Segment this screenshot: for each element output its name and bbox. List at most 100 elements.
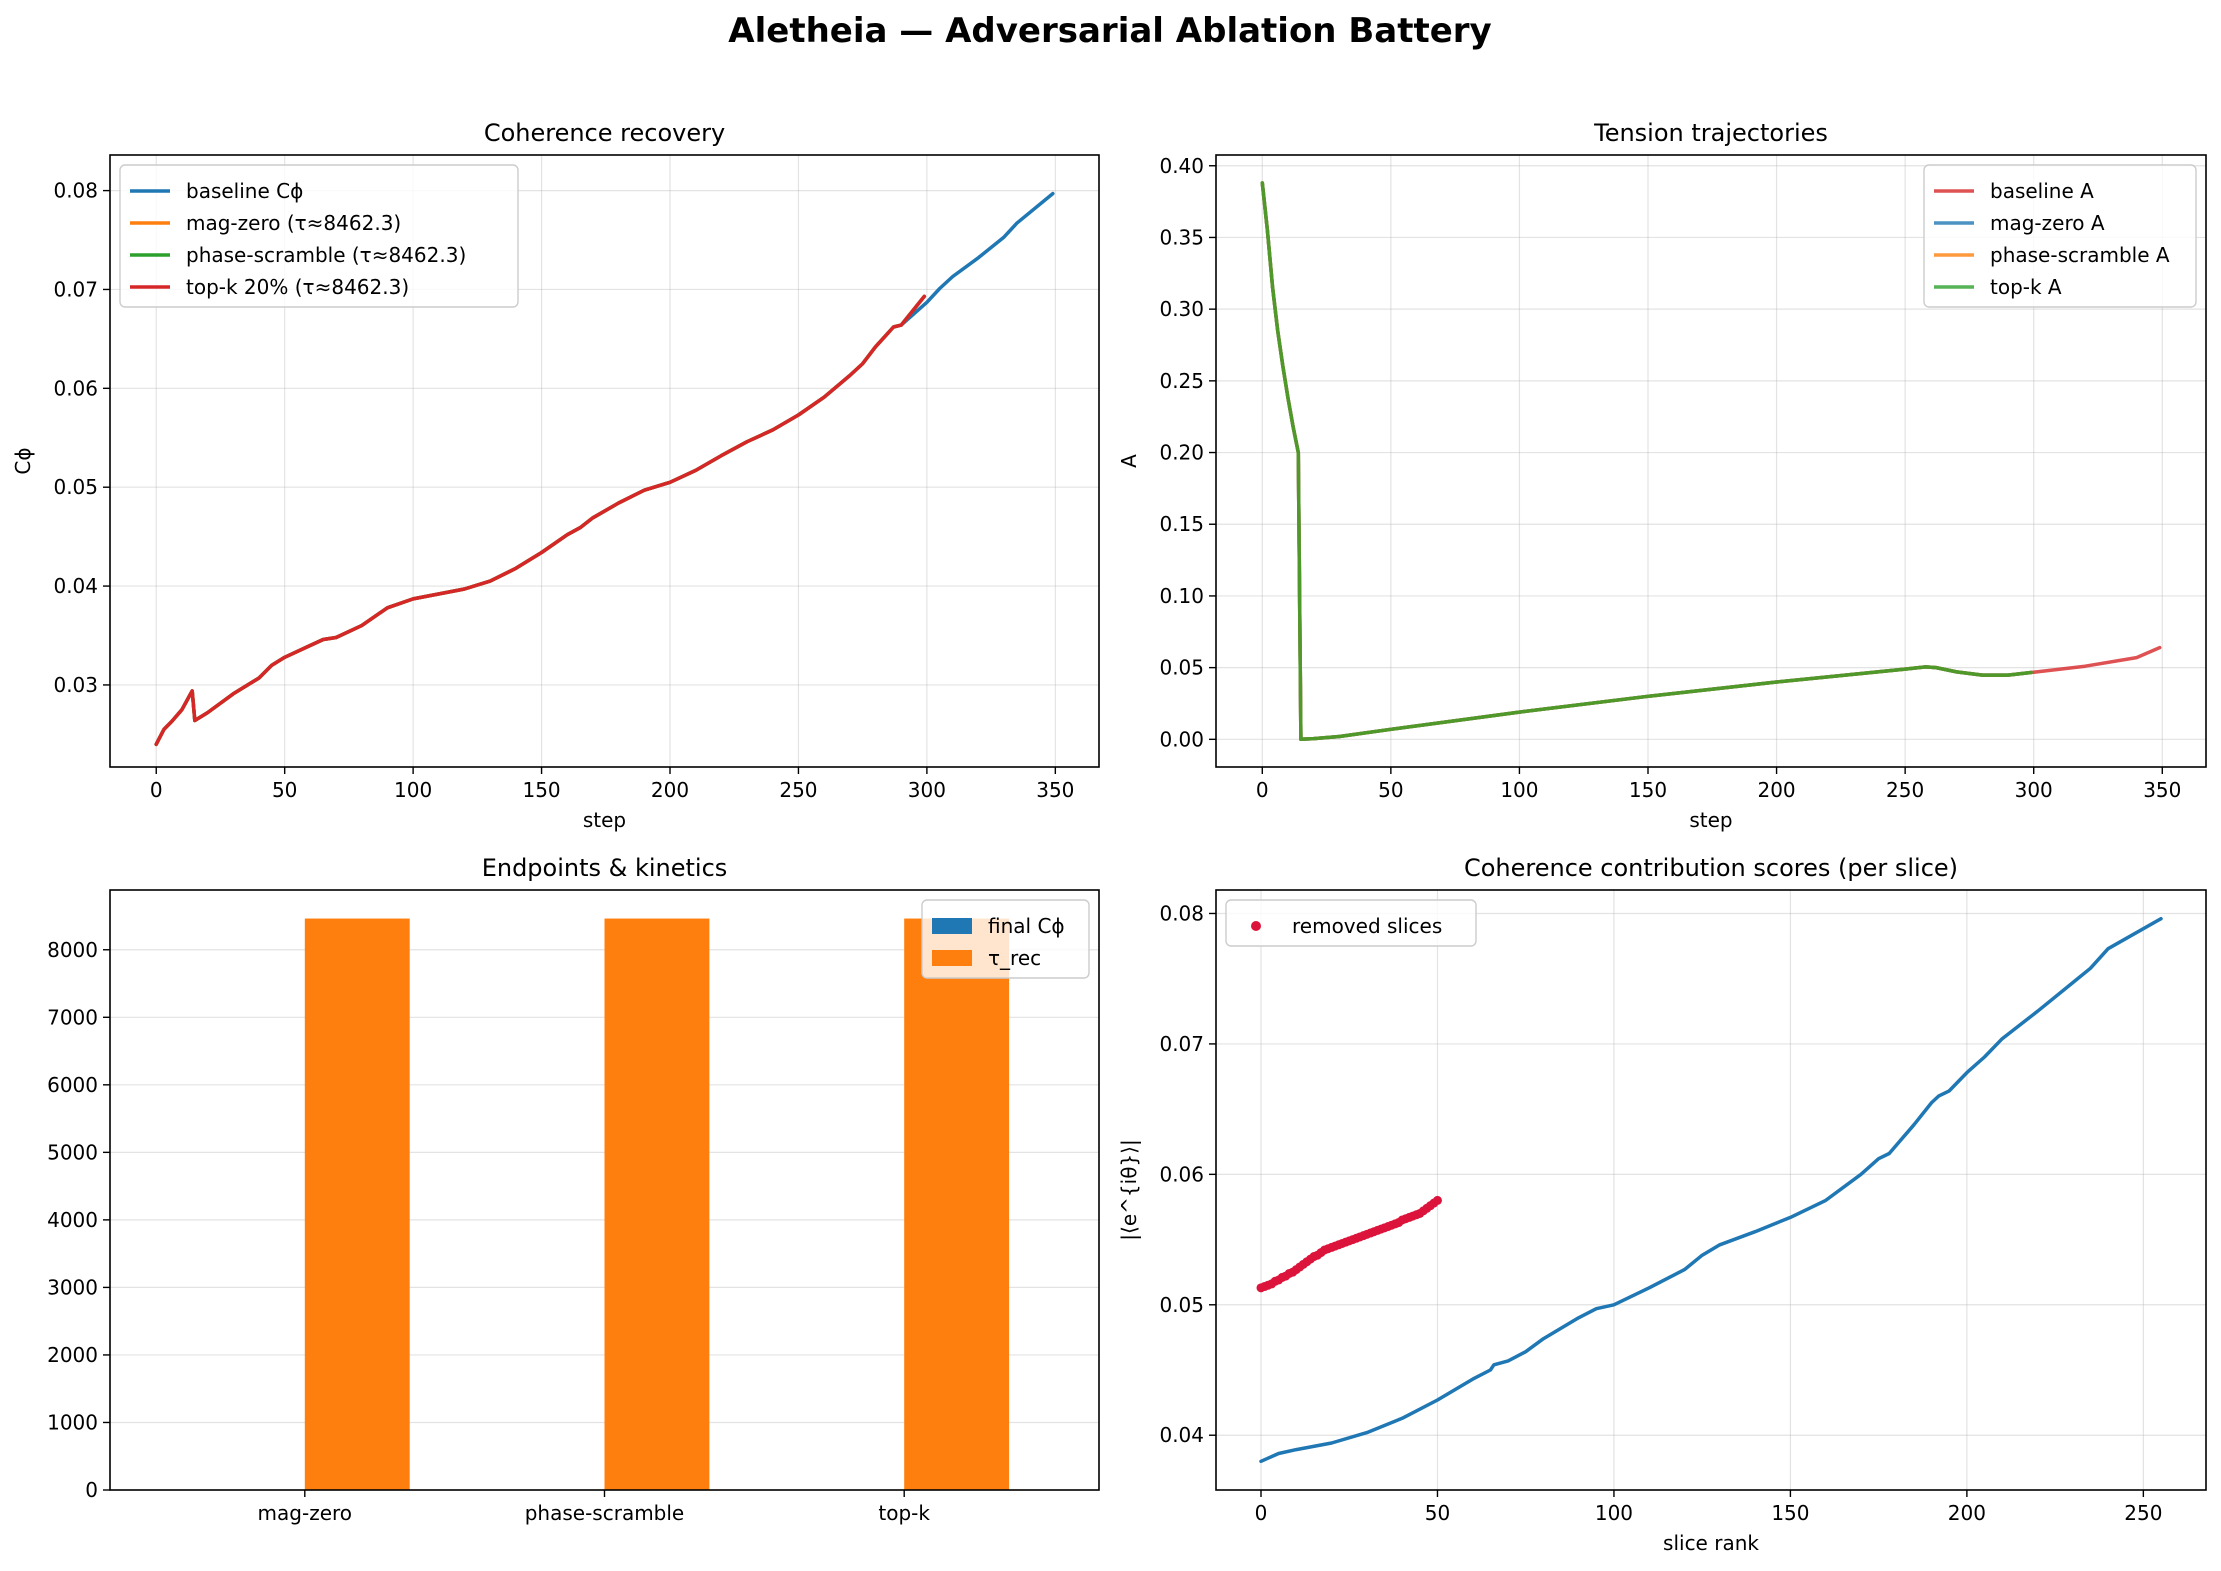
y-tick-label: 8000	[47, 938, 98, 962]
x-tick-label: 250	[2124, 1501, 2162, 1525]
y-axis: 0.00 0.05 0.10 0.15 0.20 0.25 0.30 0.35 0.40	[1159, 154, 1216, 751]
x-axis: mag-zero phase-scramble top-k	[258, 1490, 930, 1525]
bar-top-k-tau	[904, 918, 1010, 1490]
x-tick-label: 300	[2015, 778, 2053, 802]
x-tick-label: 100	[394, 778, 432, 802]
x-tick-label: 0	[1255, 1501, 1268, 1525]
x-tick-label: 200	[651, 778, 689, 802]
x-tick-label: 350	[1036, 778, 1074, 802]
y-tick-label: 0.05	[53, 475, 98, 499]
x-tick-label: 150	[1629, 778, 1667, 802]
y-tick-label: 2000	[47, 1343, 98, 1367]
y-axis-label: A	[1117, 454, 1141, 468]
legend: baseline A mag-zero A phase-scramble A top-…	[1923, 164, 2197, 308]
x-tick-label: mag-zero	[258, 1501, 352, 1525]
x-tick-label: 150	[1771, 1501, 1809, 1525]
x-tick-label: 300	[908, 778, 946, 802]
panel-3: mag-zero phase-scramble top-k 0 1000 2000 3000…	[47, 854, 1100, 1525]
legend-label: phase-scramble A	[1990, 243, 2170, 267]
y-tick-label: 0.08	[1159, 901, 1204, 925]
legend: removed slices	[1225, 899, 1477, 947]
legend-label: baseline Cϕ	[186, 179, 303, 203]
x-tick-label: phase-scramble	[525, 1501, 685, 1525]
y-tick-label: 0.06	[53, 376, 98, 400]
x-tick-label: 200	[1948, 1501, 1986, 1525]
panel-title: Tension trajectories	[1593, 119, 1828, 147]
legend-swatch	[932, 950, 972, 966]
legend-label: top-k A	[1990, 275, 2062, 299]
legend-box	[119, 164, 519, 308]
x-tick-label: 250	[779, 778, 817, 802]
y-tick-label: 0.30	[1159, 297, 1204, 321]
panel-2: 0 50 100 150 200 250 300 350 0.00 0.05 0.10 0.15 0.2…	[1117, 119, 2207, 832]
legend-swatch	[932, 918, 972, 934]
legend-label: final Cϕ	[988, 914, 1065, 938]
x-axis-label: step	[1689, 808, 1732, 832]
y-tick-label: 0.03	[53, 673, 98, 697]
y-axis-label: Cϕ	[11, 447, 35, 474]
y-axis: 0 1000 2000 3000 4000 5000 6000 7000 8000	[47, 938, 110, 1502]
legend-label: baseline A	[1990, 179, 2094, 203]
axes-frame	[1215, 154, 2207, 768]
x-tick-label: 50	[1378, 778, 1403, 802]
y-tick-label: 0.06	[1159, 1162, 1204, 1186]
y-tick-label: 0.25	[1159, 369, 1204, 393]
y-tick-label: 0.07	[53, 277, 98, 301]
legend-box	[1225, 899, 1477, 947]
x-tick-label: 150	[522, 778, 560, 802]
panel-title: Endpoints & kinetics	[482, 854, 728, 882]
legend-label: mag-zero A	[1990, 211, 2105, 235]
grid	[1216, 155, 2206, 767]
x-tick-label: 250	[1886, 778, 1924, 802]
y-tick-label: 0.20	[1159, 441, 1204, 465]
legend-label: top-k 20% (τ≈8462.3)	[186, 275, 409, 299]
y-tick-label: 0	[85, 1478, 98, 1502]
bar-phase-scramble-tau	[604, 918, 710, 1490]
y-tick-label: 0.08	[53, 179, 98, 203]
x-tick-label: 50	[1425, 1501, 1450, 1525]
scatter-point	[1432, 1195, 1442, 1205]
legend-label: removed slices	[1292, 914, 1442, 938]
legend: final Cϕ τ_rec	[921, 899, 1090, 979]
y-tick-label: 4000	[47, 1208, 98, 1232]
x-tick-label: 350	[2143, 778, 2181, 802]
y-axis: 0.04 0.05 0.06 0.07 0.08	[1159, 901, 1216, 1447]
x-axis-label: slice rank	[1663, 1531, 1759, 1555]
axes-frame	[109, 154, 1100, 768]
series-line-4	[1260, 181, 2033, 742]
x-tick-label: 100	[1595, 1501, 1633, 1525]
x-tick-label: 0	[150, 778, 163, 802]
legend-label: τ_rec	[988, 946, 1041, 970]
x-tick-label: 200	[1757, 778, 1795, 802]
y-tick-label: 0.05	[1159, 656, 1204, 680]
legend-marker	[1251, 921, 1261, 931]
y-tick-label: 1000	[47, 1410, 98, 1434]
y-tick-label: 7000	[47, 1005, 98, 1029]
figure-title: Aletheia — Adversarial Ablation Battery	[728, 11, 1491, 51]
legend-box	[1923, 164, 2197, 308]
y-tick-label: 3000	[47, 1275, 98, 1299]
x-tick-label: 0	[1256, 778, 1269, 802]
y-axis: 0.03 0.04 0.05 0.06 0.07 0.08	[53, 179, 110, 697]
panel-4: 0 50 100 150 200 250 0.04 0.05 0.06 0.07 0.08 Coher…	[1117, 854, 2207, 1555]
y-tick-label: 0.04	[1159, 1423, 1204, 1447]
legend-label: phase-scramble (τ≈8462.3)	[186, 243, 466, 267]
panel-title: Coherence contribution scores (per slice…	[1464, 854, 1958, 882]
y-tick-label: 5000	[47, 1140, 98, 1164]
panel-title: Coherence recovery	[484, 119, 725, 147]
y-tick-label: 0.35	[1159, 225, 1204, 249]
plot-area	[1256, 916, 2163, 1464]
plot-area	[1260, 181, 2162, 742]
y-tick-label: 0.00	[1159, 727, 1204, 751]
x-axis: 0 50 100 150 200 250 300 350	[1256, 767, 2181, 802]
plot-area	[154, 191, 1055, 747]
x-tick-label: top-k	[878, 1501, 930, 1525]
panel-1: 0 50 100 150 200 250 300 3500.030.040.050.060.0…	[11, 119, 1100, 832]
legend: baseline Cϕ mag-zero (τ≈8462.3) phase-scra…	[119, 164, 519, 308]
y-tick-label: 0.04	[53, 574, 98, 598]
series-line-1	[1259, 916, 2163, 1464]
axes-frame	[1215, 889, 2207, 1491]
plot-area	[199, 918, 1010, 1490]
x-tick-label: 50	[272, 778, 297, 802]
